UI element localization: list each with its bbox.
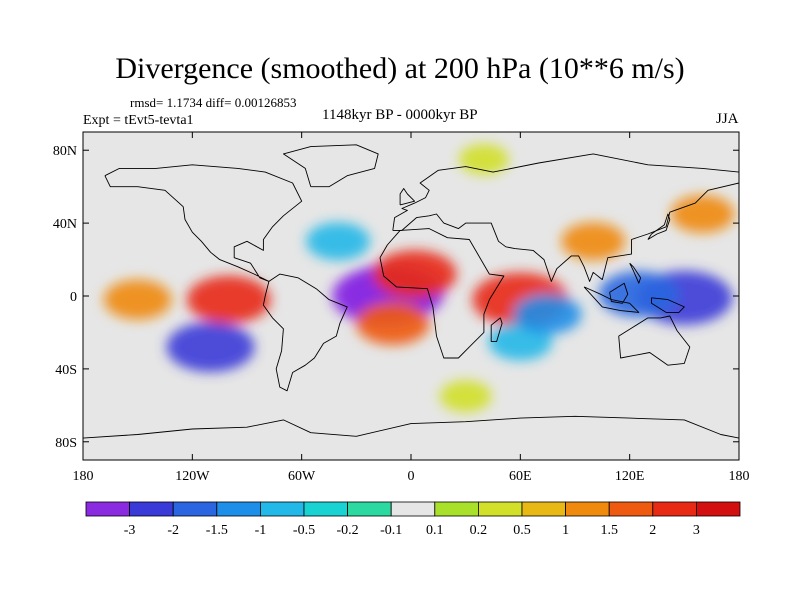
coast-indonesia xyxy=(583,286,640,313)
x-tick-label: 120W xyxy=(175,469,210,484)
map-plot-area xyxy=(83,132,739,460)
colorbar: -3 -2 -1.5 -1 -0.5 -0.2 -0.1 0.1 0.2 0.5 1 1.5 2 3 xyxy=(85,501,741,538)
map-axes: 180 120W 60W 0 60E 120E 180 80N 40N 0 40S 80S xyxy=(53,132,750,484)
colorbar-label: -3 xyxy=(124,523,136,538)
colorbar-label: 3 xyxy=(693,523,700,538)
divergence-field xyxy=(103,143,735,413)
y-tick-label: 40S xyxy=(55,363,77,378)
field-feature-11 xyxy=(513,294,582,335)
coast-madagascar xyxy=(490,317,503,343)
colorbar-swatch xyxy=(259,501,305,517)
field-feature-14 xyxy=(670,195,735,233)
colorbar-swatch xyxy=(565,501,610,517)
field-feature-6 xyxy=(186,275,271,324)
field-feature-13 xyxy=(561,222,626,261)
colorbar-swatch xyxy=(129,501,174,517)
colorbar-swatch xyxy=(347,501,392,517)
colorbar-swatch xyxy=(390,501,436,517)
coast-greenland xyxy=(282,144,379,188)
x-tick-label: 60W xyxy=(288,469,316,484)
coast-australia xyxy=(618,315,691,366)
coast-philippines xyxy=(629,262,642,284)
chart-title: Divergence (smoothed) at 200 hPa (10**6 … xyxy=(115,52,685,85)
y-tick-label: 40N xyxy=(53,217,77,232)
colorbar-swatch xyxy=(85,501,130,517)
x-tick-label: 60E xyxy=(509,469,532,484)
colorbar-label: 0.1 xyxy=(426,523,444,538)
x-tick-label: 180 xyxy=(729,469,750,484)
colorbar-swatch xyxy=(477,501,523,517)
colorbar-label: -0.2 xyxy=(337,523,359,538)
coast-japan xyxy=(647,213,671,240)
colorbar-label: 1 xyxy=(562,523,569,538)
colorbar-swatch xyxy=(608,501,654,517)
coast-africa xyxy=(379,228,505,359)
colorbar-label: -0.1 xyxy=(380,523,402,538)
coast-south-america xyxy=(262,273,348,392)
x-tick-label: 120E xyxy=(615,469,645,484)
colorbar-label: 2 xyxy=(649,523,656,538)
y-tick-label: 80N xyxy=(53,144,77,159)
coast-north-america xyxy=(104,164,303,282)
colorbar-swatch xyxy=(696,501,741,517)
coast-uk xyxy=(399,188,416,206)
field-feature-15 xyxy=(439,380,492,413)
field-feature-8 xyxy=(355,301,430,345)
stats-text: rmsd= 1.1734 diff= 0.00126853 xyxy=(130,95,297,110)
field-feature-16 xyxy=(458,143,509,175)
coast-borneo xyxy=(609,282,629,304)
colorbar-swatch xyxy=(303,501,348,517)
coastlines xyxy=(83,144,739,439)
field-feature-7 xyxy=(103,279,172,320)
y-tick-label: 80S xyxy=(55,436,77,451)
colorbar-label: -1.5 xyxy=(206,523,228,538)
coast-antarctica xyxy=(83,415,739,439)
colorbar-swatch xyxy=(172,501,218,517)
field-feature-12 xyxy=(306,222,371,261)
y-tick-label: 0 xyxy=(70,290,77,305)
field-feature-9 xyxy=(166,322,255,373)
field-feature-3 xyxy=(598,271,679,318)
coast-eurasia xyxy=(392,153,739,282)
colorbar-swatch xyxy=(216,501,261,517)
field-feature-4 xyxy=(372,250,457,299)
colorbar-label: -0.5 xyxy=(293,523,315,538)
colorbar-label: 1.5 xyxy=(600,523,618,538)
colorbar-label: 0.5 xyxy=(513,523,531,538)
colorbar-label: -1 xyxy=(255,523,267,538)
x-tick-label: 180 xyxy=(73,469,94,484)
coast-new-guinea xyxy=(651,297,685,313)
x-tick-label: 0 xyxy=(408,469,415,484)
colorbar-label: -2 xyxy=(167,523,179,538)
experiment-label: Expt = tEvt5-tevta1 xyxy=(83,113,194,128)
season-label: JJA xyxy=(716,111,739,127)
colorbar-swatch xyxy=(652,501,697,517)
colorbar-label: 0.2 xyxy=(470,523,488,538)
colorbar-swatch xyxy=(434,501,479,517)
period-label: 1148kyr BP - 0000kyr BP xyxy=(322,107,478,123)
colorbar-swatch xyxy=(521,501,566,517)
